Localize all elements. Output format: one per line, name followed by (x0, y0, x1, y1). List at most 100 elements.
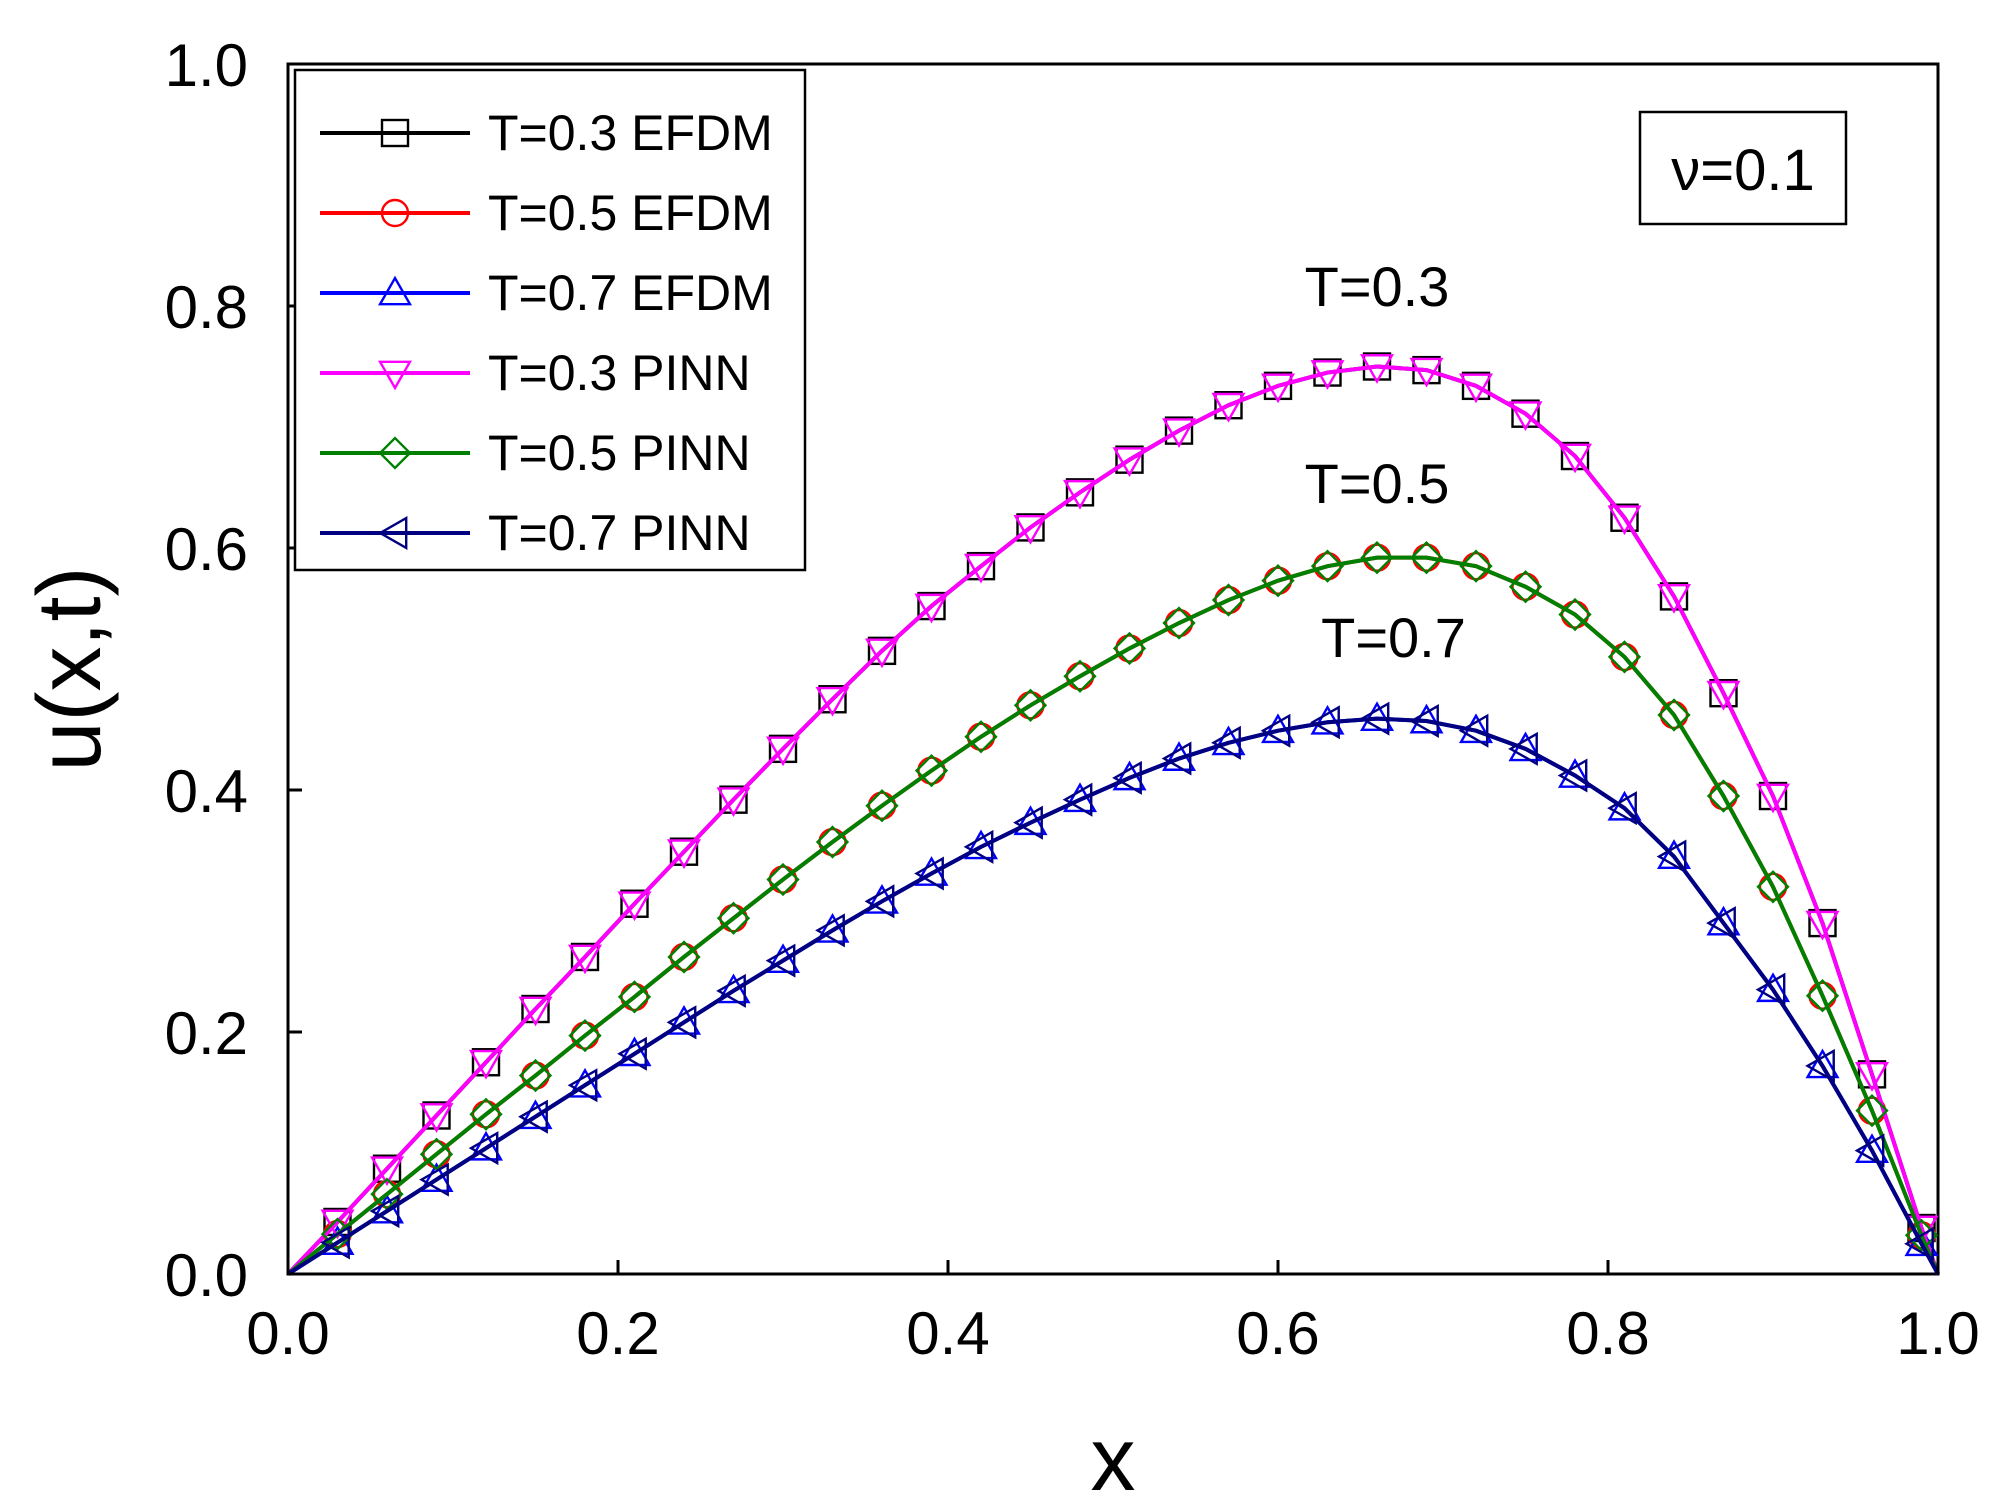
data-point (1557, 758, 1588, 793)
legend-label: T=0.5 PINN (488, 425, 751, 481)
data-point (1013, 805, 1043, 840)
data-point (1310, 360, 1345, 390)
data-point (1162, 606, 1196, 640)
data-point (1607, 790, 1642, 821)
data-point (669, 942, 699, 972)
data-point (568, 1018, 602, 1053)
data-point (521, 1061, 550, 1090)
y-tick-label: 0.4 (165, 758, 248, 825)
data-point (1805, 1048, 1835, 1083)
data-point (666, 1005, 697, 1040)
data-point (1508, 570, 1543, 604)
data-point (419, 1103, 454, 1133)
series-layer (286, 352, 1940, 1276)
data-point (1657, 698, 1691, 732)
data-point (1065, 662, 1095, 691)
data-point (1409, 357, 1444, 388)
data-point (1409, 541, 1444, 575)
plot-frame (286, 62, 1940, 1276)
x-axis-label: x (1091, 1410, 1136, 1500)
data-point (719, 904, 748, 933)
data-point (1709, 781, 1738, 811)
data-point (1112, 447, 1147, 478)
data-point (469, 1097, 503, 1131)
data-point (1755, 972, 1786, 1007)
data-point (567, 944, 603, 975)
data-point (765, 943, 796, 978)
data-point (1755, 783, 1791, 814)
legend-label: T=0.5 EFDM (488, 185, 773, 241)
data-point (716, 901, 751, 935)
data-point (1508, 401, 1543, 432)
data-point (1313, 551, 1342, 581)
data-point (1164, 608, 1194, 638)
data-point (1557, 443, 1593, 474)
data-point (666, 1004, 702, 1035)
data-point (1758, 872, 1788, 901)
data-point (1359, 701, 1390, 736)
series-line (286, 716, 1940, 1276)
data-point (966, 722, 996, 751)
legend-marker (377, 275, 413, 306)
series-t-0-5-pinn (286, 541, 1940, 1276)
data-point (1706, 680, 1741, 711)
data-point (963, 829, 994, 864)
data-point (1360, 541, 1394, 575)
legend-label: T=0.3 EFDM (488, 105, 773, 161)
data-point (617, 891, 652, 922)
curve-annotation: T=0.5 (1305, 452, 1450, 515)
legend-marker (380, 118, 410, 148)
legend-item: T=0.3 PINN (320, 345, 751, 401)
data-point (1805, 1048, 1840, 1079)
legend-label: T=0.7 EFDM (488, 265, 773, 321)
data-point (917, 756, 946, 785)
data-point (1855, 1094, 1889, 1128)
data-point (468, 1049, 504, 1080)
series-t-0-7-efdm (286, 701, 1940, 1276)
legend-marker (377, 360, 413, 391)
legend-item: T=0.5 PINN (320, 425, 751, 481)
data-point (567, 1068, 598, 1103)
data-point (1062, 479, 1098, 510)
x-tick-label: 0.6 (1236, 1300, 1319, 1367)
data-point (1013, 515, 1048, 545)
data-point (1310, 705, 1340, 740)
y-axis-label: u(x,t) (20, 566, 120, 771)
legend-marker (380, 198, 410, 228)
y-tick-label: 0.6 (165, 516, 248, 583)
data-point (1805, 910, 1840, 941)
legend-item: T=0.7 EFDM (320, 265, 773, 321)
data-point (914, 753, 949, 788)
data-point (1161, 741, 1192, 776)
data-point (1062, 782, 1093, 817)
data-point (1459, 549, 1493, 583)
data-point (1359, 354, 1395, 384)
data-point (419, 1137, 454, 1171)
data-point (818, 827, 847, 857)
data-point (567, 1067, 603, 1098)
curve-annotation: T=0.3 (1305, 255, 1450, 318)
data-point (369, 1193, 405, 1224)
y-tick-label: 0.0 (165, 1242, 248, 1309)
data-point (914, 593, 949, 624)
data-point (1706, 779, 1741, 813)
data-point (617, 1036, 652, 1067)
data-point (1063, 659, 1097, 693)
data-point (1458, 713, 1489, 748)
data-point (768, 865, 798, 894)
data-point (468, 1130, 504, 1161)
annotation-layer: T=0.3 T=0.5 T=0.7 (1305, 255, 1466, 669)
legend-label: T=0.3 PINN (488, 345, 751, 401)
data-point (1659, 700, 1689, 730)
data-point (864, 883, 900, 914)
legend-item: T=0.7 PINN (320, 505, 751, 561)
data-point (419, 1162, 449, 1197)
data-point (1461, 551, 1491, 581)
data-point (1458, 373, 1494, 404)
data-point (471, 1100, 501, 1129)
data-point (1560, 600, 1590, 629)
data-point (1115, 634, 1144, 663)
data-point (815, 686, 850, 717)
data-point (617, 1036, 647, 1071)
series-t-0-7-pinn (286, 701, 1940, 1276)
